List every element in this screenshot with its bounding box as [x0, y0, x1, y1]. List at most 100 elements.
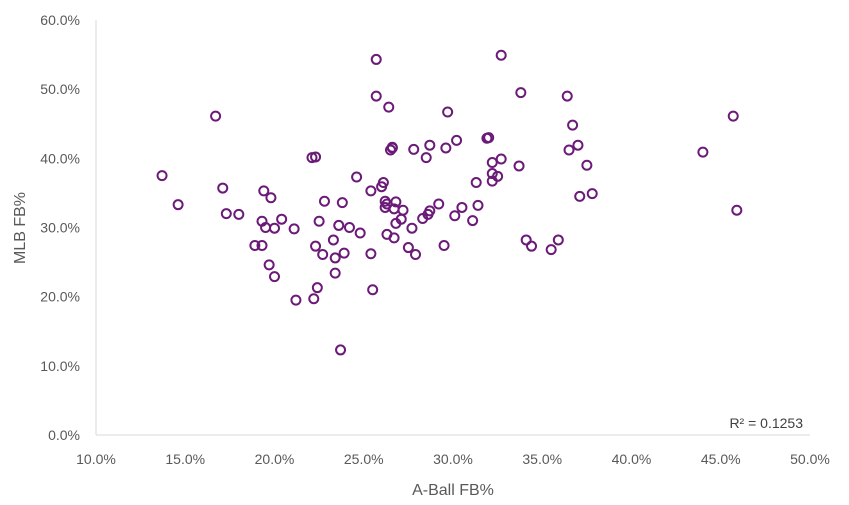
data-point	[727, 110, 739, 122]
data-point	[156, 170, 168, 182]
data-point	[420, 152, 432, 164]
data-point	[317, 248, 329, 260]
data-point	[336, 197, 348, 209]
data-point	[333, 219, 345, 231]
data-point	[365, 185, 377, 197]
data-point	[263, 259, 275, 271]
data-point	[210, 110, 222, 122]
data-point	[335, 344, 347, 356]
data-point	[526, 240, 538, 252]
data-point	[467, 215, 479, 227]
x-axis-title: A-Ball FB%	[412, 482, 494, 499]
x-tick-label: 25.0%	[344, 451, 384, 467]
y-tick-label: 30.0%	[40, 220, 80, 236]
data-point	[495, 153, 507, 165]
data-point	[586, 188, 598, 200]
data-point	[383, 101, 395, 113]
x-tick-labels: 10.0% 15.0% 20.0% 25.0% 30.0% 35.0% 40.0% 45.0%…	[76, 451, 830, 467]
data-point	[520, 234, 532, 246]
data-point	[449, 210, 461, 222]
data-point	[256, 239, 268, 251]
data-point	[269, 271, 280, 283]
data-point	[410, 248, 422, 260]
r-squared-annotation: R² = 0.1253	[729, 415, 803, 431]
data-point	[545, 244, 557, 256]
data-point	[265, 192, 277, 204]
y-tick-label: 40.0%	[40, 150, 80, 166]
x-tick-label: 10.0%	[76, 451, 116, 467]
x-tick-label: 45.0%	[701, 451, 741, 467]
data-point	[311, 282, 323, 294]
data-point	[424, 139, 436, 151]
x-tick-label: 35.0%	[522, 451, 562, 467]
data-point	[327, 234, 339, 246]
y-tick-label: 0.0%	[48, 427, 80, 443]
data-point	[172, 199, 184, 211]
data-point	[310, 240, 322, 252]
data-point	[486, 156, 498, 168]
data-point	[515, 87, 527, 99]
data-point	[563, 144, 575, 156]
data-points	[156, 49, 743, 356]
data-point	[310, 151, 322, 163]
data-point	[288, 223, 300, 235]
data-point	[572, 139, 584, 151]
x-tick-label: 40.0%	[612, 451, 652, 467]
data-point	[697, 146, 709, 158]
data-point	[276, 213, 288, 225]
data-point	[390, 196, 402, 208]
data-point	[438, 239, 450, 251]
data-point	[581, 159, 593, 171]
data-point	[329, 267, 341, 279]
data-point	[486, 168, 498, 180]
data-point	[290, 294, 302, 306]
x-tick-label: 30.0%	[433, 451, 473, 467]
data-point	[351, 171, 363, 183]
data-point	[495, 49, 507, 61]
data-point	[249, 239, 261, 251]
data-point	[377, 177, 389, 189]
data-point	[258, 185, 270, 197]
data-point	[424, 205, 436, 217]
data-point	[483, 132, 495, 144]
data-point	[329, 252, 341, 264]
data-point	[433, 198, 445, 210]
data-point	[442, 106, 454, 118]
data-point	[365, 248, 377, 260]
data-point	[367, 284, 379, 296]
data-point	[552, 234, 564, 246]
data-point	[370, 53, 382, 65]
data-point	[561, 90, 573, 102]
data-point	[731, 204, 743, 216]
data-point	[388, 232, 400, 244]
y-tick-labels: 0.0% 10.0% 20.0% 30.0% 40.0% 50.0% 60.0%	[40, 12, 80, 443]
data-point	[470, 177, 482, 189]
data-point	[406, 222, 418, 234]
data-point	[402, 242, 414, 254]
y-tick-label: 60.0%	[40, 12, 80, 28]
data-point	[386, 142, 398, 154]
data-point	[338, 247, 350, 259]
data-point	[217, 182, 229, 194]
data-point	[220, 208, 232, 220]
data-point	[472, 199, 484, 211]
data-point	[408, 143, 420, 155]
x-tick-label: 15.0%	[165, 451, 205, 467]
data-point	[567, 119, 579, 131]
data-point	[370, 90, 382, 102]
data-point	[233, 208, 245, 220]
data-point	[269, 222, 280, 234]
x-tick-label: 20.0%	[255, 451, 295, 467]
data-point	[343, 222, 355, 233]
data-point	[318, 195, 330, 207]
data-point	[513, 160, 525, 172]
data-point	[574, 190, 586, 202]
data-point	[313, 215, 325, 227]
data-point	[308, 293, 320, 305]
data-point	[451, 134, 463, 146]
data-point	[456, 201, 468, 213]
data-point	[397, 204, 409, 216]
x-tick-label: 50.0%	[790, 451, 830, 467]
data-point	[354, 227, 366, 239]
